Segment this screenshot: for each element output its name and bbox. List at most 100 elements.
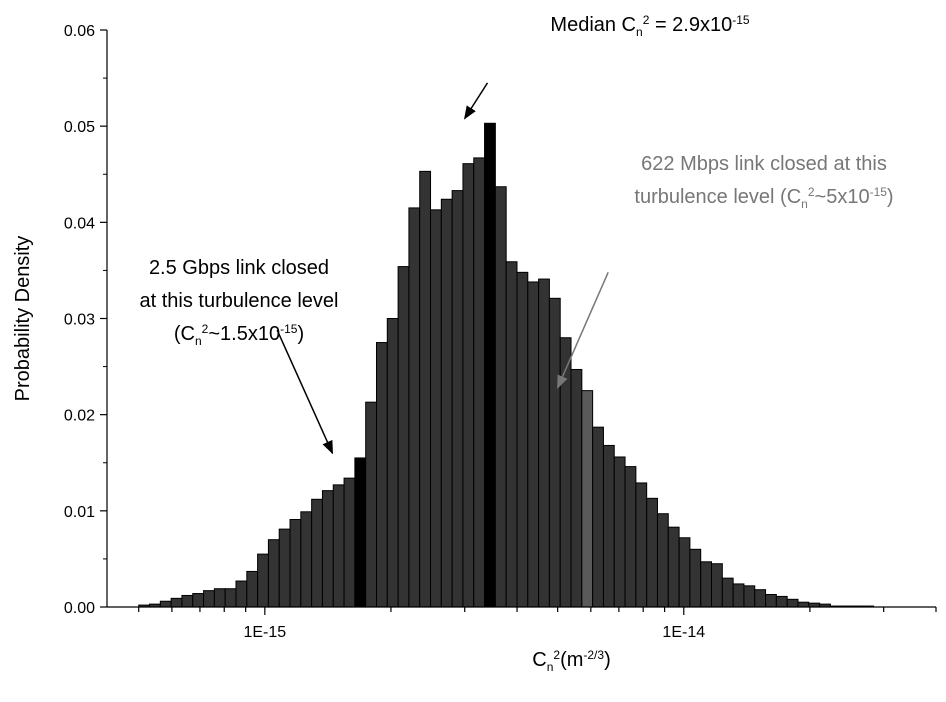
x-tick-label: 1E-14 bbox=[662, 624, 705, 641]
superscript: -15 bbox=[870, 185, 888, 199]
histogram-bar bbox=[375, 342, 388, 608]
annotation-text: at this turbulence level bbox=[139, 290, 338, 312]
text-run: 622 Mbps link closed at this bbox=[641, 153, 887, 175]
histogram-bar bbox=[700, 561, 713, 608]
superscript: -15 bbox=[732, 13, 750, 27]
histogram-bar bbox=[235, 580, 248, 608]
y-tick-label: 0.02 bbox=[64, 408, 95, 425]
histogram-bar bbox=[267, 539, 280, 608]
highlighted-bar bbox=[354, 457, 367, 608]
histogram-bar bbox=[343, 477, 356, 608]
histogram-bar bbox=[170, 597, 183, 608]
histogram-bar bbox=[711, 563, 723, 608]
histogram-bar bbox=[473, 157, 486, 608]
text-run: ~5x10 bbox=[815, 186, 870, 208]
histogram-bar bbox=[592, 426, 604, 608]
histogram-bar bbox=[462, 163, 475, 608]
histogram-bar bbox=[257, 553, 269, 608]
annotation-arrow bbox=[556, 272, 609, 389]
text-run: Median C bbox=[550, 14, 636, 36]
text-run: (C bbox=[174, 323, 195, 345]
highlighted-bar bbox=[484, 122, 496, 608]
text-run: C bbox=[532, 649, 546, 671]
x-tick-label: 1E-15 bbox=[243, 624, 286, 641]
histogram-bar bbox=[538, 278, 550, 608]
y-tick-label: 0.06 bbox=[64, 23, 95, 40]
annotation-622-mbps: 622 Mbps link closed at this turbulence l… bbox=[556, 153, 894, 389]
histogram-bar bbox=[494, 186, 507, 608]
histogram-bar bbox=[430, 209, 442, 608]
superscript: -2/3 bbox=[583, 648, 604, 662]
histogram-bar bbox=[678, 537, 691, 608]
subscript: n bbox=[547, 660, 554, 674]
annotation-text: 2.5 Gbps link closed bbox=[149, 257, 329, 279]
histogram-bar bbox=[408, 207, 421, 608]
histogram-bar bbox=[743, 585, 756, 608]
histogram-bar bbox=[440, 198, 453, 608]
histogram-bars bbox=[138, 122, 875, 608]
histogram-bar bbox=[451, 190, 464, 608]
annotation-median: Median Cn2 = 2.9x10-15 bbox=[463, 13, 750, 120]
y-axis-title: Probability Density bbox=[12, 236, 34, 402]
histogram-bar bbox=[224, 588, 237, 608]
histogram-bar bbox=[656, 513, 669, 608]
superscript: 2 bbox=[808, 185, 815, 199]
y-tick-label: 0.00 bbox=[64, 600, 95, 617]
histogram-bar bbox=[397, 266, 410, 608]
histogram-bar bbox=[203, 590, 215, 608]
histogram-bar bbox=[689, 548, 702, 608]
histogram-bar bbox=[624, 466, 637, 608]
y-tick-label: 0.04 bbox=[64, 215, 95, 232]
annotation-text: turbulence level (Cn2~5x10-15) bbox=[634, 185, 893, 211]
text-run: ) bbox=[297, 323, 304, 345]
text-run: at this turbulence level bbox=[139, 290, 338, 312]
histogram-bar bbox=[386, 318, 399, 608]
histogram-bar bbox=[213, 588, 226, 608]
subscript: n bbox=[636, 25, 643, 39]
highlighted-bar bbox=[581, 390, 594, 608]
text-run: turbulence level (C bbox=[634, 186, 801, 208]
text-run: ) bbox=[604, 649, 611, 671]
histogram-bar bbox=[159, 600, 172, 608]
histogram-bar bbox=[765, 594, 777, 608]
x-axis-title: Cn2(m-2/3) bbox=[532, 648, 611, 674]
text-run: = 2.9x10 bbox=[649, 14, 732, 36]
superscript: 2 bbox=[553, 648, 560, 662]
histogram-bar bbox=[570, 368, 583, 608]
annotation-arrow bbox=[276, 329, 334, 455]
annotation-arrow bbox=[463, 82, 489, 120]
text-run: 2.5 Gbps link closed bbox=[149, 257, 329, 279]
superscript: -15 bbox=[280, 322, 298, 336]
histogram-bar bbox=[289, 518, 302, 608]
text-run: ~1.5x10 bbox=[208, 323, 280, 345]
histogram-bar bbox=[246, 570, 259, 608]
annotation-2-5-gbps: 2.5 Gbps link closed at this turbulence l… bbox=[139, 257, 339, 455]
annotation-text: 622 Mbps link closed at this bbox=[641, 153, 887, 175]
histogram-bar bbox=[321, 490, 334, 608]
histogram-bar bbox=[365, 401, 377, 608]
histogram-bar bbox=[646, 497, 658, 608]
histogram-bar bbox=[419, 170, 432, 608]
superscript: 2 bbox=[202, 322, 209, 336]
histogram-bar bbox=[721, 577, 734, 608]
axes: 0.00 0.01 0.02 0.03 0.04 0.05 0.06 1E-15 1E-14 Pr… bbox=[12, 23, 937, 674]
histogram-bar bbox=[775, 595, 788, 608]
histogram-bar bbox=[613, 456, 626, 608]
histogram-bar bbox=[300, 511, 313, 608]
histogram-bar bbox=[548, 297, 561, 608]
histogram-bar bbox=[797, 601, 810, 608]
subscript: n bbox=[195, 334, 202, 348]
histogram-bar bbox=[527, 281, 540, 608]
histogram-bar bbox=[332, 484, 345, 608]
subscript: n bbox=[801, 197, 808, 211]
histogram-bar bbox=[181, 594, 194, 608]
histogram-bar bbox=[278, 528, 291, 608]
y-tick-label: 0.03 bbox=[64, 312, 95, 329]
histogram-bar bbox=[667, 526, 680, 608]
y-tick-label: 0.01 bbox=[64, 504, 95, 521]
histogram-bar bbox=[192, 593, 205, 608]
histogram-bar bbox=[732, 583, 745, 608]
superscript: 2 bbox=[643, 13, 650, 27]
